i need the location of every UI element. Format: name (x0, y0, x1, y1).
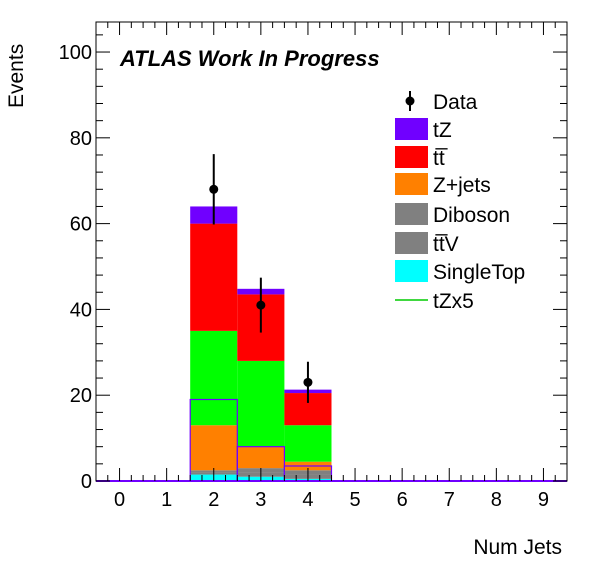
y-tick-label: 60 (70, 214, 92, 236)
x-tick-label: 3 (255, 489, 266, 511)
bar-zjets-bin3 (237, 446, 285, 469)
legend-data-marker (405, 96, 415, 106)
legend-label: Z+jets (433, 174, 491, 197)
bar-tt-bin2 (190, 223, 238, 331)
legend-label: tZx5 (433, 290, 474, 313)
atlas-banner: ATLAS Work In Progress (119, 46, 380, 71)
data-point-2 (209, 184, 219, 194)
x-tick-label: 2 (208, 489, 219, 511)
y-tick-label: 0 (81, 471, 92, 493)
x-axis-title: Num Jets (473, 536, 562, 559)
legend-swatch (395, 232, 428, 254)
legend-label: Diboson (433, 204, 510, 227)
legend-label: tt̅V (433, 233, 459, 256)
legend-label: Data (433, 91, 478, 114)
y-tick-label: 100 (59, 42, 92, 64)
legend-label: SingleTop (433, 261, 525, 284)
x-tick-label: 9 (538, 489, 549, 511)
y-tick-label: 40 (70, 299, 92, 321)
x-tick-label: 6 (397, 489, 408, 511)
y-axis-title: Events (5, 44, 28, 108)
bar-series4-bin2 (190, 330, 238, 426)
legend-swatch (395, 118, 428, 140)
bar-series4-bin4 (284, 425, 332, 462)
legend-label: tZ (433, 119, 452, 142)
legend-swatch (395, 260, 428, 282)
legend: Data tZ tt̅ Z+jets Diboson tt̅V SingleTop tZx5 (395, 91, 525, 313)
x-tick-label: 5 (349, 489, 360, 511)
legend-swatch (395, 203, 428, 225)
legend-swatch (395, 173, 428, 195)
x-tick-label: 7 (444, 489, 455, 511)
legend-swatch (395, 146, 428, 168)
stack-bars (190, 206, 332, 481)
x-tick-label: 0 (114, 489, 125, 511)
axis-ticks: 0 1 2 3 4 5 6 7 8 9 0 20 40 60 80 100 (59, 22, 568, 511)
bar-zjets-bin2 (190, 425, 238, 471)
data-point-4 (303, 377, 313, 387)
x-tick-label: 1 (161, 489, 172, 511)
y-tick-label: 80 (70, 128, 92, 150)
bar-series4-bin3 (237, 360, 285, 447)
data-points (209, 154, 313, 403)
x-tick-label: 8 (491, 489, 502, 511)
data-point-3 (256, 300, 266, 310)
y-tick-label: 20 (70, 385, 92, 407)
x-tick-label: 4 (302, 489, 313, 511)
legend-label: tt̅ (433, 147, 449, 170)
